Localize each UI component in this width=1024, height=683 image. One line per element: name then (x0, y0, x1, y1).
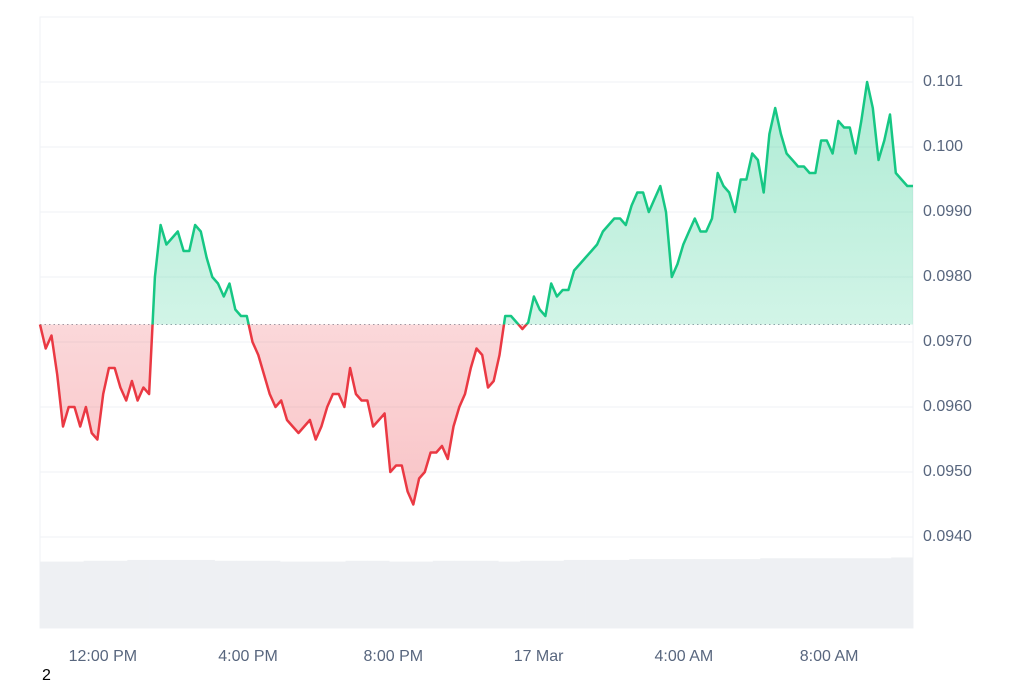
volume-bar (541, 560, 565, 628)
volume-bar (476, 560, 499, 628)
x-tick-label: 17 Mar (514, 648, 564, 665)
x-tick-label: 4:00 PM (218, 648, 278, 665)
volume-bar (323, 561, 346, 628)
x-tick-label: 4:00 AM (655, 648, 714, 665)
volume-bar (149, 559, 172, 628)
volume-bar (40, 561, 63, 628)
volume-bar (432, 560, 455, 628)
price-line-up (40, 80, 913, 325)
volume-bar (651, 559, 674, 628)
x-tick-label: 8:00 AM (800, 648, 859, 665)
volume-bar (563, 559, 586, 628)
volume-bar (411, 561, 434, 628)
footer-note: 2 (42, 667, 51, 683)
volume-bar (214, 560, 237, 628)
x-tick-label: 8:00 PM (364, 648, 424, 665)
volume-bar (869, 558, 892, 628)
volume-bar (891, 557, 914, 628)
y-tick-label: 0.0960 (923, 398, 972, 415)
volume-bar (105, 560, 128, 628)
volume-bar (738, 559, 761, 628)
y-tick-label: 0.0950 (923, 463, 972, 480)
volume-bar (83, 560, 106, 628)
volume-bar (389, 561, 412, 628)
volume-bar (345, 560, 368, 628)
price-line-down (38, 324, 529, 506)
volume-bar (716, 559, 739, 628)
y-tick-label: 0.101 (923, 73, 963, 90)
volume-bar (192, 559, 215, 628)
y-tick-label: 0.0980 (923, 268, 972, 285)
x-tick-label: 12:00 PM (69, 648, 137, 665)
volume-bar (585, 559, 608, 628)
volume-bar (301, 561, 325, 628)
volume-bar (520, 560, 543, 628)
y-tick-label: 0.100 (923, 138, 963, 155)
volume-bar (782, 558, 805, 628)
volume-bar (280, 561, 303, 628)
volume-bar (61, 561, 84, 628)
volume-bar (258, 560, 281, 628)
volume-bar (170, 559, 194, 628)
y-tick-label: 0.0940 (923, 528, 972, 545)
volume-bar (367, 560, 390, 628)
area-down (40, 324, 527, 505)
volume-bar (236, 560, 259, 628)
volume-bar (498, 561, 521, 628)
volume-bar (629, 559, 652, 628)
volume-bar (847, 558, 870, 628)
volume-bar (127, 559, 150, 628)
volume-bar (694, 559, 717, 628)
volume-bar (672, 559, 696, 628)
volume-bar (760, 558, 783, 628)
volume-bar (825, 558, 848, 628)
y-tick-label: 0.0970 (923, 333, 972, 350)
volume-bar (607, 559, 630, 628)
area-up (40, 82, 913, 325)
volume-bar (803, 558, 826, 628)
y-tick-label: 0.0990 (923, 203, 972, 220)
volume-bar (454, 560, 477, 628)
